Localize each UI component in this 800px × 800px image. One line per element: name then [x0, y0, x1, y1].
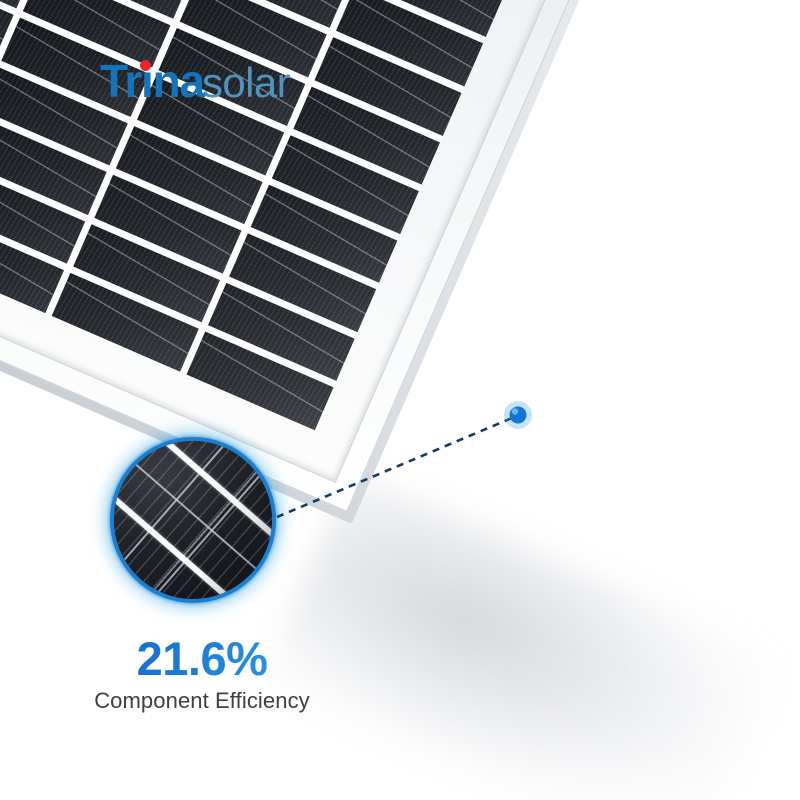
- cell-detail-magnifier: [110, 437, 276, 603]
- trina-solar-logo[interactable]: Trina solar: [100, 55, 291, 107]
- magnifier-lens-gloss: [114, 441, 272, 599]
- efficiency-value: 21.6%: [52, 634, 352, 684]
- dashed-callout-line: [276, 416, 513, 519]
- hotspot-dot: [509, 406, 527, 424]
- hotspot-dot-highlight: [511, 408, 519, 415]
- red-dot-icon: [140, 60, 151, 71]
- magnified-cell-surface: [114, 441, 272, 599]
- logo-wordmark-bold: Trina: [100, 55, 205, 107]
- efficiency-stat-block: 21.6% Component Efficiency: [52, 634, 352, 714]
- logo-text-solar: solar: [201, 59, 291, 106]
- logo-text-trina: Trina: [100, 55, 205, 107]
- efficiency-label: Component Efficiency: [94, 688, 310, 714]
